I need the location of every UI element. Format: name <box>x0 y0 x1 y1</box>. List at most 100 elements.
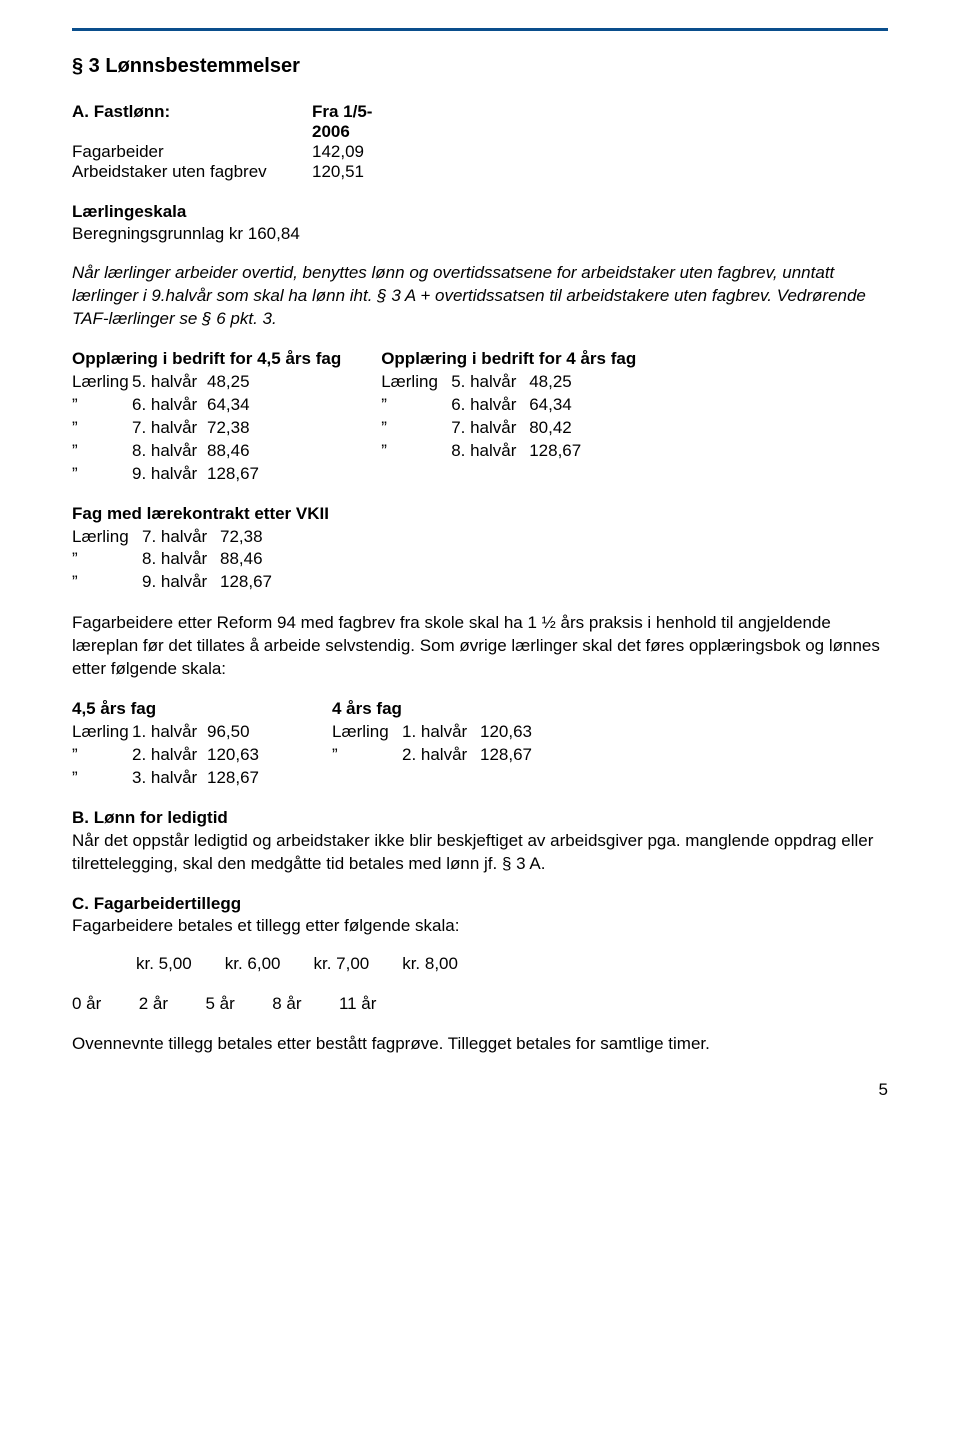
table-row: ”9. halvår128,67 <box>72 463 341 486</box>
tariff-year: 2 år <box>139 994 201 1014</box>
row-prefix: ” <box>72 767 132 790</box>
fagarbeidertillegg-intro: Fagarbeidere betales et tillegg etter fø… <box>72 916 888 936</box>
fastlonn-heading-suffix: Fra 1/5-2006 <box>312 102 402 142</box>
ledigtid-block: B. Lønn for ledigtid Når det oppstår led… <box>72 808 888 876</box>
row-value: 120,63 <box>207 744 292 767</box>
row-halvaar: 6. halvår <box>451 394 529 417</box>
section-title: § 3 Lønnsbestemmelser <box>72 55 888 78</box>
training-right-heading: Opplæring i bedrift for 4 års fag <box>381 349 636 369</box>
row-value: 88,46 <box>220 548 305 571</box>
laerlingeskala-block: Lærlingeskala Beregningsgrunnlag kr 160,… <box>72 202 888 244</box>
fagarbeidertillegg-heading: C. Fagarbeidertillegg <box>72 894 888 914</box>
row-halvaar: 9. halvår <box>142 571 220 594</box>
row-prefix: ” <box>72 548 142 571</box>
row-halvaar: 2. halvår <box>132 744 207 767</box>
training-tables: Opplæring i bedrift for 4,5 års fag Lærl… <box>72 349 888 486</box>
row-halvaar: 1. halvår <box>402 721 480 744</box>
row-value: 88,46 <box>207 440 292 463</box>
fastlonn-row-label: Arbeidstaker uten fagbrev <box>72 162 312 182</box>
row-value: 72,38 <box>207 417 292 440</box>
top-rule <box>72 28 888 31</box>
table-row: ”7. halvår80,42 <box>381 417 636 440</box>
reform94-para: Fagarbeidere etter Reform 94 med fagbrev… <box>72 612 888 681</box>
training-left: Opplæring i bedrift for 4,5 års fag Lærl… <box>72 349 341 486</box>
row-prefix: Lærling <box>72 721 132 744</box>
row-value: 128,67 <box>529 440 614 463</box>
row-halvaar: 9. halvår <box>132 463 207 486</box>
fagarbeidertillegg-block: C. Fagarbeidertillegg Fagarbeidere betal… <box>72 894 888 1054</box>
years-fag-right-heading: 4 års fag <box>332 699 565 719</box>
training-left-heading: Opplæring i bedrift for 4,5 års fag <box>72 349 341 369</box>
row-halvaar: 8. halvår <box>132 440 207 463</box>
training-right: Opplæring i bedrift for 4 års fag Lærlin… <box>381 349 636 486</box>
tariff-amount: kr. 5,00 <box>136 954 220 974</box>
row-prefix: ” <box>72 571 142 594</box>
row-value: 72,38 <box>220 526 305 549</box>
row-prefix: ” <box>72 417 132 440</box>
table-row: ”8. halvår128,67 <box>381 440 636 463</box>
ledigtid-heading: B. Lønn for ledigtid <box>72 808 888 828</box>
row-value: 64,34 <box>529 394 614 417</box>
row-halvaar: 1. halvår <box>132 721 207 744</box>
table-row: Lærling5. halvår48,25 <box>381 371 636 394</box>
row-halvaar: 8. halvår <box>142 548 220 571</box>
table-row: ”8. halvår88,46 <box>72 548 888 571</box>
note-italic: Når lærlinger arbeider overtid, benyttes… <box>72 262 888 331</box>
table-row: ”3. halvår128,67 <box>72 767 292 790</box>
row-prefix: Lærling <box>72 371 132 394</box>
table-row: ”9. halvår128,67 <box>72 571 888 594</box>
row-halvaar: 7. halvår <box>451 417 529 440</box>
row-value: 128,67 <box>220 571 305 594</box>
row-prefix: ” <box>72 463 132 486</box>
row-halvaar: 5. halvår <box>451 371 529 394</box>
years-fag-left: 4,5 års fag Lærling1. halvår96,50”2. hal… <box>72 699 292 790</box>
ledigtid-text: Når det oppstår ledigtid og arbeidstaker… <box>72 830 888 876</box>
tariff-amount: kr. 6,00 <box>225 954 309 974</box>
tariff-year: 0 år <box>72 994 134 1014</box>
row-halvaar: 2. halvår <box>402 744 480 767</box>
table-row: Lærling7. halvår72,38 <box>72 526 888 549</box>
fastlonn-row-value: 142,09 <box>312 142 402 162</box>
laerlingeskala-basis: Beregningsgrunnlag kr 160,84 <box>72 224 888 244</box>
table-row: ”7. halvår72,38 <box>72 417 341 440</box>
table-row: Lærling1. halvår96,50 <box>72 721 292 744</box>
row-value: 120,63 <box>480 721 565 744</box>
document-page: § 3 Lønnsbestemmelser A. Fastlønn: Fra 1… <box>0 0 960 1112</box>
row-value: 64,34 <box>207 394 292 417</box>
table-row: Lærling1. halvår120,63 <box>332 721 565 744</box>
vkii-heading: Fag med lærekontrakt etter VKII <box>72 504 888 524</box>
fastlonn-row-value: 120,51 <box>312 162 402 182</box>
fastlonn-heading-prefix: A. Fastlønn: <box>72 102 312 142</box>
row-value: 128,67 <box>207 463 292 486</box>
years-fag-tables: 4,5 års fag Lærling1. halvår96,50”2. hal… <box>72 699 888 790</box>
row-halvaar: 6. halvår <box>132 394 207 417</box>
tariff-amount: kr. 7,00 <box>313 954 397 974</box>
tariff-year: 5 år <box>205 994 267 1014</box>
years-fag-left-heading: 4,5 års fag <box>72 699 292 719</box>
row-prefix: Lærling <box>332 721 402 744</box>
page-number: 5 <box>879 1080 888 1100</box>
row-prefix: Lærling <box>72 526 142 549</box>
table-row: ”8. halvår88,46 <box>72 440 341 463</box>
vkii-block: Fag med lærekontrakt etter VKII Lærling7… <box>72 504 888 595</box>
row-halvaar: 7. halvår <box>132 417 207 440</box>
tariff-year: 8 år <box>272 994 334 1014</box>
table-row: Lærling5. halvår48,25 <box>72 371 341 394</box>
laerlingeskala-heading: Lærlingeskala <box>72 202 888 222</box>
fagarbeidertillegg-years: 0 år 2 år 5 år 8 år 11 år <box>72 994 888 1014</box>
row-halvaar: 3. halvår <box>132 767 207 790</box>
row-prefix: ” <box>72 744 132 767</box>
table-row: ”6. halvår64,34 <box>72 394 341 417</box>
row-prefix: ” <box>332 744 402 767</box>
fastlonn-block: A. Fastlønn: Fra 1/5-2006 Fagarbeider 14… <box>72 102 888 182</box>
row-value: 48,25 <box>529 371 614 394</box>
row-value: 96,50 <box>207 721 292 744</box>
row-halvaar: 5. halvår <box>132 371 207 394</box>
row-prefix: ” <box>72 440 132 463</box>
fagarbeidertillegg-amounts: kr. 5,00 kr. 6,00 kr. 7,00 kr. 8,00 <box>136 954 888 974</box>
table-row: ”2. halvår120,63 <box>72 744 292 767</box>
row-prefix: Lærling <box>381 371 451 394</box>
row-prefix: ” <box>381 417 451 440</box>
row-prefix: ” <box>72 394 132 417</box>
row-value: 80,42 <box>529 417 614 440</box>
